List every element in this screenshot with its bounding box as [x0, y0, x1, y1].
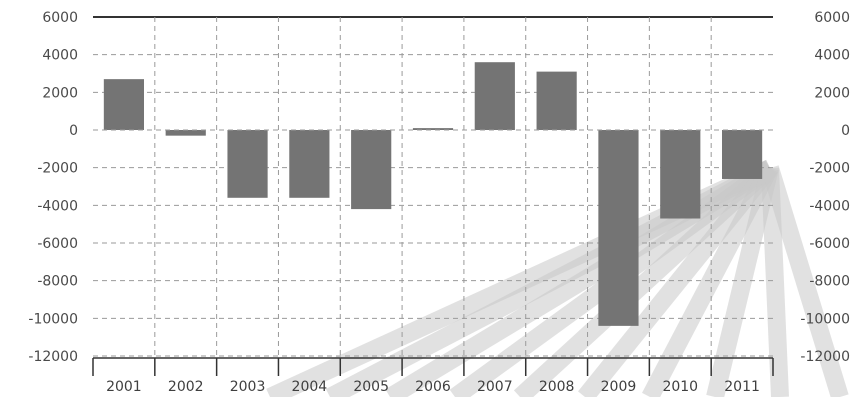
bar-2009 — [598, 130, 639, 326]
grid — [93, 16, 773, 357]
axes — [92, 129, 774, 376]
x-tick-label: 2011 — [724, 379, 760, 395]
overlay-band — [577, 162, 778, 397]
bars — [103, 62, 763, 326]
left-tick-label: -2000 — [37, 161, 78, 177]
right-tick-label: -8000 — [809, 274, 850, 290]
bar-2006 — [412, 128, 454, 130]
right-tick-label: 4000 — [814, 48, 850, 64]
right-tick-label: -12000 — [800, 349, 850, 365]
bar-2004 — [289, 130, 330, 198]
left-tick-labels: 6000 4000 2000 0 -2000 -4000 -6000 -8000 -10000 -… — [28, 10, 78, 365]
left-tick-label: 0 — [69, 123, 78, 139]
x-tick-label: 2010 — [662, 379, 698, 395]
left-tick-label: -10000 — [28, 311, 78, 327]
x-tick-label: 2004 — [292, 379, 328, 395]
overlay-band — [642, 163, 778, 397]
left-tick-label: 4000 — [42, 48, 78, 64]
bar-2011 — [722, 130, 763, 179]
right-tick-label: -2000 — [809, 161, 850, 177]
x-tick-label: 2002 — [168, 379, 204, 395]
x-tick-label: 2009 — [601, 379, 637, 395]
right-tick-label: -4000 — [809, 198, 850, 214]
overlay-band — [761, 165, 849, 397]
right-tick-label: 0 — [841, 123, 850, 139]
x-tick-label: 2006 — [415, 379, 451, 395]
bar-2003 — [227, 130, 268, 198]
bar-2008 — [536, 71, 577, 130]
left-tick-label: 2000 — [42, 85, 78, 101]
left-tick-label: -4000 — [37, 198, 78, 214]
right-tick-label: -10000 — [800, 311, 850, 327]
bar-2007 — [474, 62, 515, 131]
x-tick-label: 2007 — [477, 379, 513, 395]
x-tick-label: 2005 — [353, 379, 389, 395]
left-tick-label: -12000 — [28, 349, 78, 365]
overlay-band — [761, 167, 789, 397]
bar-2001 — [103, 79, 144, 130]
x-tick-labels: 2001 2002 2003 2004 2005 2006 2007 2008 2009 2010… — [106, 379, 760, 395]
x-tick-label: 2008 — [539, 379, 575, 395]
x-tick-label: 2001 — [106, 379, 142, 395]
left-tick-label: 6000 — [42, 10, 78, 26]
overlay-band — [706, 165, 779, 397]
right-tick-label: -6000 — [809, 236, 850, 252]
left-tick-label: -6000 — [37, 236, 78, 252]
x-tick-label: 2003 — [230, 379, 266, 395]
bar-2010 — [660, 130, 701, 219]
right-tick-label: 6000 — [814, 10, 850, 26]
right-tick-label: 2000 — [814, 85, 850, 101]
bar-2005 — [351, 130, 392, 210]
right-tick-labels: 6000 4000 2000 0 -2000 -4000 -6000 -8000 -10000 -… — [800, 10, 850, 365]
bar-2002 — [165, 130, 206, 136]
left-tick-label: -8000 — [37, 274, 78, 290]
